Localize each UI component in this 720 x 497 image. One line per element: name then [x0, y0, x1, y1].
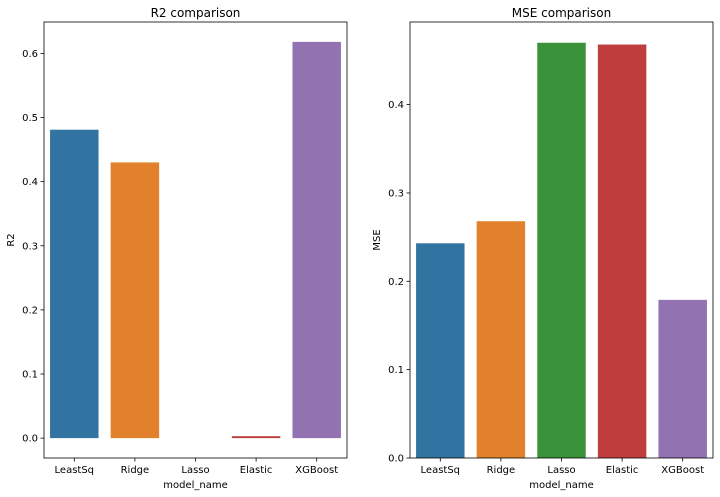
- mse-y-tick-label: 0.4: [388, 100, 404, 111]
- r2-bar-ridge: [110, 162, 160, 439]
- r2-y-tick-label: 0.1: [22, 370, 38, 381]
- mse-y-tick-label: 0.1: [388, 365, 404, 376]
- mse-axes-frame: [409, 21, 714, 459]
- mse-x-axis-label: model_name: [529, 480, 594, 491]
- r2-y-tick-label: 0.4: [22, 177, 38, 188]
- r2-y-tick-label: 0.6: [22, 49, 38, 60]
- mse-x-ticks: LeastSq Ridge Lasso Elastic XGBoost: [421, 458, 704, 476]
- mse-y-tick-label: 0.0: [388, 454, 404, 465]
- r2-bar-elastic: [231, 436, 281, 439]
- r2-y-ticks: 0.0 0.1 0.2 0.3 0.4 0.5 0.6: [22, 49, 44, 445]
- mse-x-tick-label: Ridge: [487, 465, 516, 476]
- r2-y-tick-label: 0.5: [22, 113, 38, 124]
- mse-x-tick-label: Elastic: [606, 465, 639, 476]
- r2-chart-title: R2 comparison: [151, 6, 241, 20]
- mse-y-axis-label: MSE: [372, 229, 383, 250]
- r2-x-tick-label: Lasso: [181, 465, 209, 476]
- mse-x-tick-label: Lasso: [547, 465, 575, 476]
- r2-bar-leastsq: [50, 129, 99, 439]
- r2-chart-panel: R2 comparison model_name R2 LeastSq Ridge…: [6, 6, 348, 491]
- r2-y-axis-label: R2: [6, 233, 17, 246]
- mse-bars: [416, 42, 707, 459]
- mse-y-tick-label: 0.3: [388, 188, 404, 199]
- r2-y-tick-label: 0.2: [22, 305, 38, 316]
- r2-y-tick-label: 0.0: [22, 434, 38, 445]
- r2-x-tick-label: Ridge: [121, 465, 150, 476]
- mse-chart-panel: MSE comparison model_name MSE LeastSq Rid…: [372, 6, 714, 491]
- mse-bar-elastic: [597, 44, 647, 459]
- r2-axes-frame: [43, 21, 348, 459]
- mse-x-tick-label: XGBoost: [661, 465, 704, 476]
- r2-bars: [50, 41, 341, 439]
- mse-bar-xgboost: [658, 299, 707, 458]
- mse-y-ticks: 0.0 0.1 0.2 0.3 0.4: [388, 100, 410, 465]
- r2-x-ticks: LeastSq Ridge Lasso Elastic XGBoost: [55, 458, 338, 476]
- mse-y-tick-label: 0.2: [388, 277, 404, 288]
- mse-x-tick-label: LeastSq: [421, 465, 461, 476]
- mse-bar-ridge: [476, 221, 526, 458]
- r2-y-tick-label: 0.3: [22, 241, 38, 252]
- r2-bar-xgboost: [292, 41, 341, 439]
- r2-x-tick-label: XGBoost: [295, 465, 338, 476]
- mse-bar-leastsq: [416, 243, 465, 458]
- r2-x-tick-label: LeastSq: [55, 465, 95, 476]
- r2-x-tick-label: Elastic: [240, 465, 273, 476]
- mse-chart-title: MSE comparison: [512, 6, 611, 20]
- mse-bar-lasso: [537, 42, 586, 459]
- r2-x-axis-label: model_name: [163, 480, 228, 491]
